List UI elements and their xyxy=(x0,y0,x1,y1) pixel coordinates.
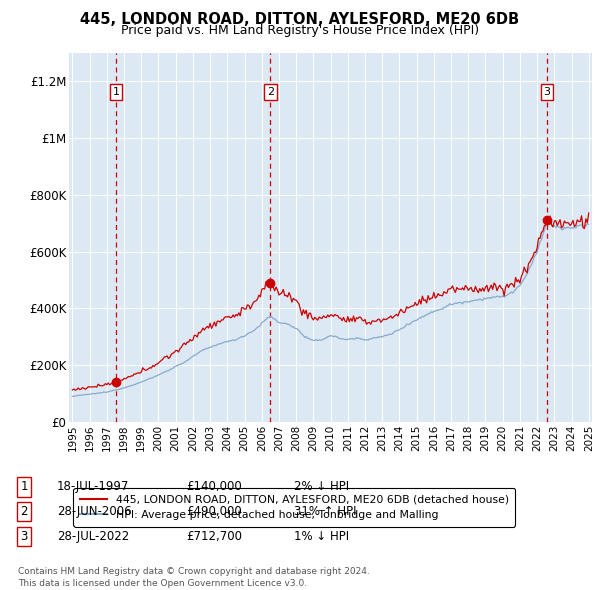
Text: 2: 2 xyxy=(20,505,28,518)
Text: 28-JUL-2022: 28-JUL-2022 xyxy=(57,530,129,543)
Text: 1% ↓ HPI: 1% ↓ HPI xyxy=(294,530,349,543)
Text: 2% ↓ HPI: 2% ↓ HPI xyxy=(294,480,349,493)
Text: 2: 2 xyxy=(266,87,274,97)
Text: 1: 1 xyxy=(113,87,119,97)
Text: 18-JUL-1997: 18-JUL-1997 xyxy=(57,480,130,493)
Text: 1: 1 xyxy=(20,480,28,493)
Text: £712,700: £712,700 xyxy=(186,530,242,543)
Text: 445, LONDON ROAD, DITTON, AYLESFORD, ME20 6DB: 445, LONDON ROAD, DITTON, AYLESFORD, ME2… xyxy=(80,12,520,27)
Text: 31% ↑ HPI: 31% ↑ HPI xyxy=(294,505,356,518)
Text: £490,000: £490,000 xyxy=(186,505,242,518)
Text: £140,000: £140,000 xyxy=(186,480,242,493)
Text: 3: 3 xyxy=(544,87,550,97)
Text: 28-JUN-2006: 28-JUN-2006 xyxy=(57,505,131,518)
Text: Price paid vs. HM Land Registry's House Price Index (HPI): Price paid vs. HM Land Registry's House … xyxy=(121,24,479,37)
Text: Contains HM Land Registry data © Crown copyright and database right 2024.
This d: Contains HM Land Registry data © Crown c… xyxy=(18,568,370,588)
Legend: 445, LONDON ROAD, DITTON, AYLESFORD, ME20 6DB (detached house), HPI: Average pri: 445, LONDON ROAD, DITTON, AYLESFORD, ME2… xyxy=(73,488,515,526)
Text: 3: 3 xyxy=(20,530,28,543)
